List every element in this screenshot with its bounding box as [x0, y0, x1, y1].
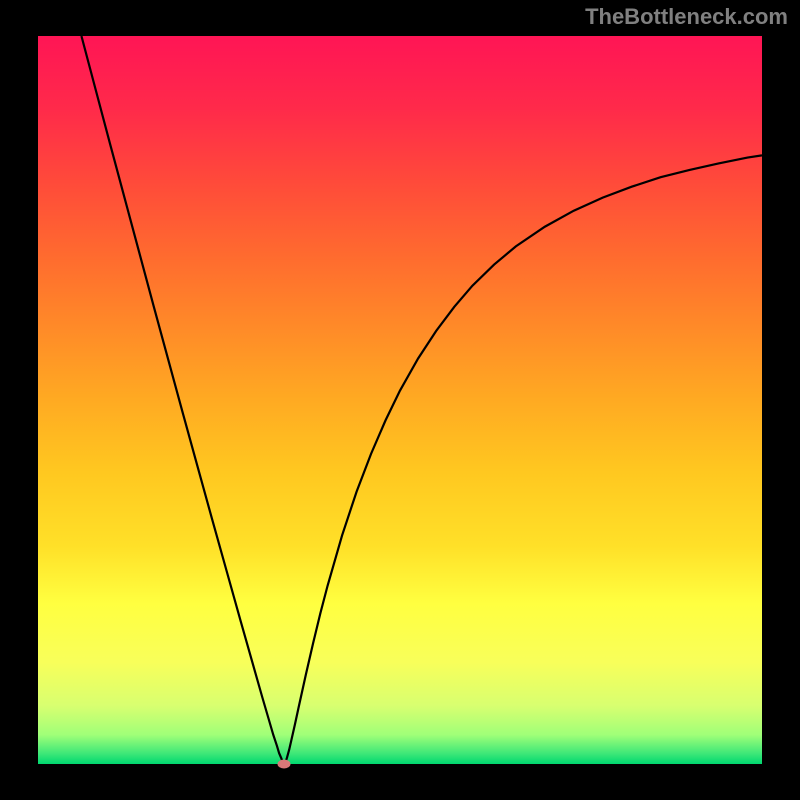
bottleneck-curve [38, 36, 762, 764]
minimum-marker [278, 760, 291, 769]
watermark: TheBottleneck.com [585, 4, 788, 30]
plot-area [38, 36, 762, 764]
chart-container: TheBottleneck.com [0, 0, 800, 800]
